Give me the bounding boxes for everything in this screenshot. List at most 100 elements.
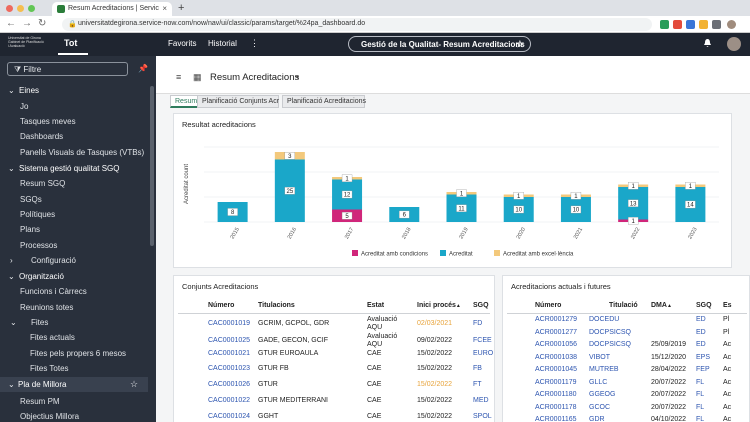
extension-icon[interactable]	[699, 20, 708, 29]
column-header[interactable]: Estat	[367, 302, 385, 309]
sidebar-item-plans[interactable]: Plans	[20, 225, 40, 234]
sidebar-scrollbar[interactable]	[150, 86, 154, 246]
url-input[interactable]: 🔒 universitatdegirona.service-now.com/no…	[62, 18, 652, 31]
tab-close-icon[interactable]: ×	[162, 4, 167, 13]
sgq-link[interactable]: FL	[696, 391, 705, 398]
sgq-link[interactable]: FB	[473, 365, 482, 372]
column-header[interactable]: SGQ	[696, 302, 712, 309]
table-row[interactable]: ACR0001179 GLLC 20/07/2022 FL Ac	[503, 379, 749, 391]
titulacio-link[interactable]: GGEOG	[589, 391, 616, 398]
sidebar-item-fites-pels-propers-6-mesos[interactable]: Fites pels propers 6 mesos	[30, 349, 126, 358]
expand-chevron-icon[interactable]: ⌄	[8, 164, 15, 173]
sgq-link[interactable]: FL	[696, 378, 705, 386]
sgq-link[interactable]: SPOL	[473, 413, 492, 420]
extension-icon[interactable]	[686, 20, 695, 29]
column-header[interactable]: Es	[723, 302, 732, 309]
record-number-link[interactable]: CAC0001022	[208, 397, 251, 404]
record-number-link[interactable]: CAC0001023	[208, 365, 251, 372]
extension-icon[interactable]	[673, 20, 682, 29]
titulacio-link[interactable]: GCOC	[589, 403, 610, 411]
new-tab-button[interactable]: +	[178, 2, 185, 14]
sgq-link[interactable]: FL	[696, 403, 705, 411]
sidebar-item-fites-actuals[interactable]: Fites actuals	[30, 333, 75, 342]
tab-planificacio-conjunts[interactable]: Planificació Conjunts Acr	[197, 95, 279, 108]
legend-label[interactable]: Acreditat	[449, 252, 473, 258]
record-number-link[interactable]: ACR0001279	[535, 316, 578, 323]
table-row[interactable]: ACR0001279 DOCEDU ED Pl	[503, 316, 749, 328]
sgq-link[interactable]: FD	[473, 320, 483, 327]
back-icon[interactable]: ←	[6, 18, 16, 29]
sidebar-item-reunions-totes[interactable]: Reunions totes	[20, 303, 73, 312]
sidebar-item-tasques-meves[interactable]: Tasques meves	[20, 117, 76, 126]
record-number-link[interactable]: ACR0001038	[535, 353, 578, 361]
sidebar-item-sgqs[interactable]: SGQs	[20, 195, 42, 204]
browser-tab[interactable]: Resum Acreditacions | Servic ×	[52, 2, 172, 16]
record-number-link[interactable]: ACR0001045	[535, 366, 578, 373]
record-number-link[interactable]: CAC0001026	[208, 381, 251, 388]
titulacio-link[interactable]: GDR	[589, 416, 605, 422]
record-number-link[interactable]: CAC0001019	[208, 320, 251, 327]
sgq-link[interactable]: EPS	[696, 353, 711, 361]
sidebar-item-organitzaci[interactable]: ⌄ Organització	[8, 272, 64, 281]
sgq-link[interactable]: ED	[696, 316, 706, 323]
sgq-link[interactable]: FEP	[696, 366, 710, 373]
nav-favorites-tab[interactable]: Favorits	[168, 39, 197, 48]
sidebar-item-resum-pm[interactable]: Resum PM	[20, 397, 60, 406]
dashboard-dropdown-icon[interactable]: ▾	[296, 75, 300, 81]
table-row[interactable]: ACR0001178 GCOC 20/07/2022 FL Ac	[503, 404, 749, 416]
sgq-link[interactable]: FL	[696, 416, 705, 422]
table-row[interactable]: ACR0001056 DOCPSICSQ 25/09/2019 ED Ac	[503, 341, 749, 353]
legend-label[interactable]: Acreditat amb condicions	[361, 252, 428, 258]
expand-chevron-icon[interactable]: ⌄	[8, 380, 15, 389]
column-header[interactable]: SGQ	[473, 302, 489, 309]
titulacio-link[interactable]: DOCPSICSQ	[589, 341, 632, 348]
table-row[interactable]: ACR0001038 VIBOT 15/12/2020 EPS Ac	[503, 354, 749, 366]
more-menu-icon[interactable]: ⋮	[250, 38, 259, 48]
legend-label[interactable]: Acreditat amb excel·lència	[503, 252, 574, 258]
table-row[interactable]: ACR0001180 GGEOG 20/07/2022 FL Ac	[503, 391, 749, 403]
minimize-window-button[interactable]	[17, 5, 24, 12]
app-title-pill[interactable]: Gestió de la Qualitat- Resum Acreditacio…	[348, 36, 531, 52]
maximize-window-button[interactable]	[28, 5, 35, 12]
record-number-link[interactable]: ACR0001179	[535, 378, 577, 386]
profile-avatar[interactable]	[727, 20, 736, 29]
titulacio-link[interactable]: VIBOT	[589, 353, 611, 361]
dashboard-grid-icon[interactable]: ▦	[193, 72, 202, 82]
sgq-link[interactable]: ED	[696, 328, 706, 336]
table-row[interactable]: CAC0001026 GTUR CAE 15/02/2022 FT	[174, 381, 494, 395]
sgq-link[interactable]: FCEE	[473, 337, 492, 344]
record-number-link[interactable]: ACR0001178	[535, 403, 577, 411]
nav-history-tab[interactable]: Historial	[208, 39, 237, 48]
table-row[interactable]: CAC0001021 GTUR EUROAULA CAE 15/02/2022 EURO	[174, 350, 494, 364]
record-number-link[interactable]: CAC0001025	[208, 337, 251, 344]
filter-input[interactable]: ⧩ Filtre	[7, 62, 128, 76]
column-header[interactable]: Titulacions	[258, 302, 295, 309]
expand-chevron-icon[interactable]: ⌄	[8, 272, 15, 281]
sidebar-item-processos[interactable]: Processos	[20, 241, 57, 250]
titulacio-link[interactable]: DOCEDU	[589, 316, 620, 323]
reload-icon[interactable]: ↻	[38, 18, 47, 29]
sidebar-item-fites[interactable]: ⌄ Fites	[10, 318, 48, 327]
column-header[interactable]: Inici procés▲	[417, 302, 461, 309]
expand-chevron-icon[interactable]: ⌄	[8, 86, 15, 95]
extension-icon[interactable]	[660, 20, 669, 29]
column-header[interactable]: DMA▲	[651, 302, 672, 309]
table-row[interactable]: CAC0001025 GADE, GECON, GCIF Avaluació AQU…	[174, 333, 494, 348]
record-number-link[interactable]: ACR0001180	[535, 391, 577, 398]
table-row[interactable]: CAC0001024 GGHT CAE 15/02/2022 SPOL	[174, 413, 494, 422]
table-row[interactable]: CAC0001023 GTUR FB CAE 15/02/2022 FB	[174, 365, 494, 379]
extensions-puzzle-icon[interactable]	[712, 20, 721, 29]
record-number-link[interactable]: CAC0001024	[208, 413, 251, 420]
sidebar-item-panells-visuals-de-tasques-vtbs[interactable]: Panells Visuals de Tasques (VTBs)	[20, 148, 144, 157]
sgq-link[interactable]: ED	[696, 341, 706, 348]
sgq-link[interactable]: FT	[473, 381, 482, 388]
expand-chevron-icon[interactable]: ⌄	[10, 318, 17, 327]
table-row[interactable]: CAC0001019 GCRIM, GCPOL, GDR Avaluació AQU…	[174, 316, 494, 331]
sgq-link[interactable]: EURO	[473, 350, 494, 357]
sidebar-item-pol-tiques[interactable]: Polítiques	[20, 210, 55, 219]
record-number-link[interactable]: ACR0001277	[535, 328, 578, 336]
sort-ascending-icon[interactable]: ▲	[455, 303, 461, 309]
titulacio-link[interactable]: DOCPSICSQ	[589, 328, 632, 336]
nav-all-tab[interactable]: Tot	[64, 38, 78, 48]
close-window-button[interactable]	[6, 5, 13, 12]
